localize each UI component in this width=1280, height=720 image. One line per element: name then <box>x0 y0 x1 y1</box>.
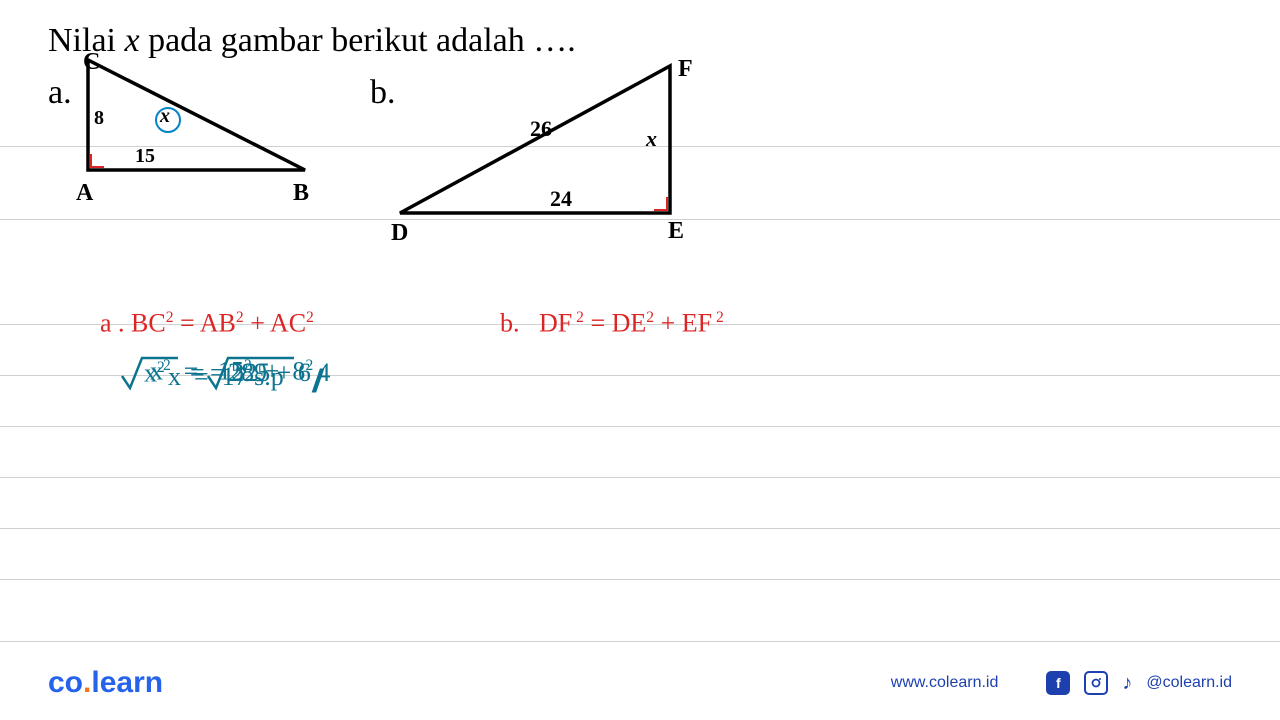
triangle-a: C A B 8 15 x <box>80 55 340 225</box>
side-24-label: 24 <box>550 186 572 212</box>
vertex-a-label: A <box>76 180 93 207</box>
side-8-label: 8 <box>94 107 104 130</box>
triangle-b-svg <box>390 58 700 258</box>
colearn-logo: co.learn <box>48 666 163 700</box>
vertex-c-label: C <box>83 49 100 76</box>
part-a-label: a. <box>48 74 72 112</box>
footer-handle: @colearn.id <box>1146 674 1232 692</box>
calculation-area: a . BC2 = AB2 + AC2 b. DF 2 = DE2 + EF 2… <box>100 310 1200 364</box>
vertex-e-label: E <box>668 218 684 245</box>
side-x-label-b: x <box>646 126 657 152</box>
vertex-d-label: D <box>391 220 408 247</box>
right-angle-marker-a <box>90 154 104 168</box>
footer-right: www.colearn.id f ♪ @colearn.id <box>891 671 1232 695</box>
right-angle-marker-b <box>654 197 668 211</box>
question-variable: x <box>124 22 139 59</box>
footer-url: www.colearn.id <box>891 674 999 692</box>
instagram-icon[interactable] <box>1084 671 1108 695</box>
tiktok-icon[interactable]: ♪ <box>1122 672 1132 695</box>
question-suffix: pada gambar berikut adalah …. <box>140 22 576 59</box>
calc-a-header: a . BC2 = AB2 + AC2 <box>100 310 314 337</box>
calc-b-header: b. DF 2 = DE2 + EF 2 <box>500 310 724 337</box>
side-26-label: 26 <box>530 116 552 142</box>
side-15-label: 15 <box>135 145 155 168</box>
vertex-f-label: F <box>678 56 693 83</box>
logo-co: co <box>48 666 83 699</box>
facebook-icon[interactable]: f <box>1046 671 1070 695</box>
side-x-label-a: x <box>160 105 170 128</box>
triangle-b: F D E 26 24 x <box>390 58 700 258</box>
footer: co.learn www.colearn.id f ♪ @colearn.id <box>0 658 1280 708</box>
double-slash-mark: // <box>312 362 316 398</box>
logo-learn: learn <box>91 666 163 699</box>
vertex-b-label: B <box>293 180 309 207</box>
